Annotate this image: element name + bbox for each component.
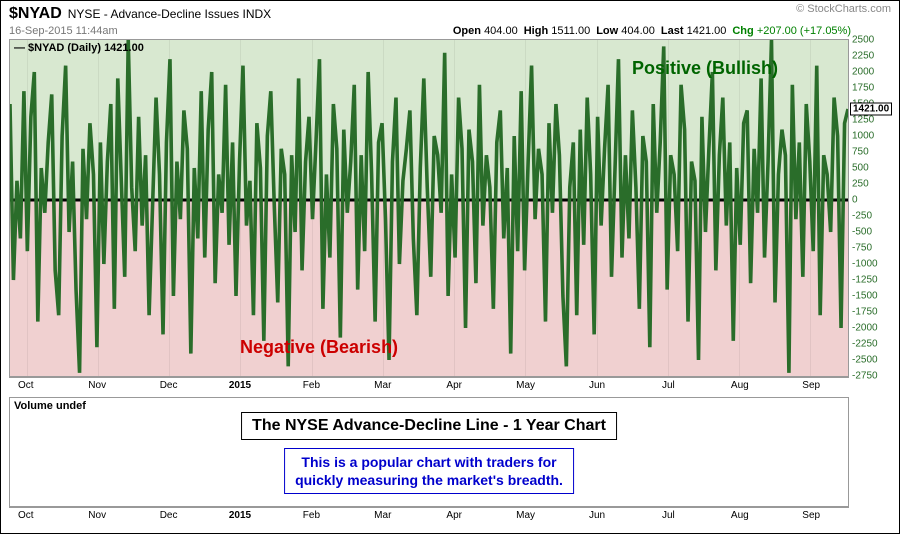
volume-label: Volume undef [14, 400, 86, 412]
last-price-marker: 1421.00 [850, 103, 892, 116]
y-tick: -750 [852, 243, 872, 254]
chart-container: $NYAD NYSE - Advance-Decline Issues INDX… [0, 0, 900, 534]
x-axis-main: Oct Nov Dec 2015 Feb Mar Apr May Jun Jul Aug Sep [9, 377, 849, 393]
x-tick: May [516, 510, 535, 521]
chg-value: +207.00 (+17.05%) [757, 25, 851, 37]
x-tick: 2015 [229, 380, 251, 391]
open-value: 404.00 [484, 25, 518, 37]
y-tick: -250 [852, 211, 872, 222]
high-label: High [524, 25, 548, 37]
y-tick: 2500 [852, 35, 874, 46]
low-value: 404.00 [621, 25, 655, 37]
x-tick: Feb [303, 380, 320, 391]
y-tick: -2250 [852, 339, 878, 350]
x-tick: Jun [589, 510, 605, 521]
x-tick: 2015 [229, 510, 251, 521]
x-tick: Sep [802, 510, 820, 521]
y-tick: 0 [852, 195, 858, 206]
x-tick: Jul [662, 380, 675, 391]
x-tick: Oct [18, 510, 34, 521]
chart-source: © StockCharts.com [796, 3, 891, 15]
chart-datetime: 16-Sep-2015 11:44am [9, 25, 118, 37]
header-bar: $NYAD NYSE - Advance-Decline Issues INDX… [1, 1, 899, 25]
symbol-description: NYSE - Advance-Decline Issues INDX [68, 7, 271, 21]
x-tick: Mar [374, 380, 391, 391]
y-tick: 2000 [852, 67, 874, 78]
x-tick: May [516, 380, 535, 391]
x-tick: Apr [446, 510, 462, 521]
chart-caption-subtitle: This is a popular chart with traders for… [284, 448, 574, 494]
y-axis: 25002250200017501500125010007505002500-2… [850, 40, 888, 376]
y-tick: 1000 [852, 131, 874, 142]
ohlc-row: 16-Sep-2015 11:44am Open 404.00 High 151… [1, 25, 899, 39]
y-tick: 500 [852, 163, 869, 174]
y-tick: -1750 [852, 306, 878, 317]
x-tick: Jun [589, 380, 605, 391]
ohlc-block: Open 404.00 High 1511.00 Low 404.00 Last… [453, 25, 851, 37]
low-label: Low [596, 25, 618, 37]
x-tick: Sep [802, 380, 820, 391]
x-tick: Oct [18, 380, 34, 391]
series-label: — $NYAD (Daily) 1421.00 [14, 42, 144, 54]
chg-label: Chg [732, 25, 753, 37]
y-tick: -500 [852, 227, 872, 238]
open-label: Open [453, 25, 481, 37]
x-tick: Apr [446, 380, 462, 391]
symbol-ticker: $NYAD [9, 5, 62, 23]
x-tick: Aug [731, 510, 749, 521]
volume-panel: Volume undef The NYSE Advance-Decline Li… [9, 397, 849, 507]
y-tick: -2500 [852, 355, 878, 366]
y-tick: 1750 [852, 83, 874, 94]
x-tick: Dec [160, 380, 178, 391]
x-tick: Jul [662, 510, 675, 521]
x-tick: Mar [374, 510, 391, 521]
x-tick: Nov [88, 510, 106, 521]
line-plot-svg [10, 40, 848, 376]
y-tick: 750 [852, 147, 869, 158]
x-tick: Aug [731, 380, 749, 391]
bullish-annotation: Positive (Bullish) [632, 58, 778, 79]
y-tick: -2750 [852, 371, 878, 382]
last-value: 1421.00 [687, 25, 727, 37]
x-tick: Nov [88, 380, 106, 391]
x-tick: Feb [303, 510, 320, 521]
y-tick: -1500 [852, 291, 878, 302]
chart-caption-title: The NYSE Advance-Decline Line - 1 Year C… [241, 412, 617, 440]
x-axis-volume: Oct Nov Dec 2015 Feb Mar Apr May Jun Jul Aug Sep [9, 507, 849, 523]
y-tick: 1250 [852, 115, 874, 126]
high-value: 1511.00 [551, 25, 590, 37]
last-label: Last [661, 25, 684, 37]
y-tick: -2000 [852, 323, 878, 334]
y-tick: 2250 [852, 51, 874, 62]
y-tick: -1000 [852, 259, 878, 270]
main-plot-area: — $NYAD (Daily) 1421.00 Positive (Bullis… [9, 39, 849, 377]
bearish-annotation: Negative (Bearish) [240, 337, 398, 358]
x-tick: Dec [160, 510, 178, 521]
y-tick: 250 [852, 179, 869, 190]
y-tick: -1250 [852, 275, 878, 286]
